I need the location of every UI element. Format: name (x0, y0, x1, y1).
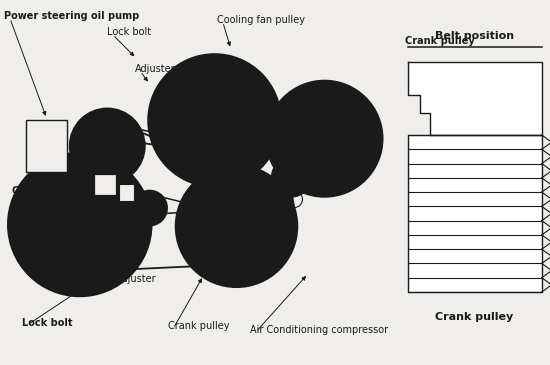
Circle shape (267, 81, 382, 196)
Text: Crank pulley: Crank pulley (168, 321, 229, 331)
Circle shape (70, 109, 145, 183)
Text: Crank pulley: Crank pulley (435, 312, 513, 322)
Text: Power steering oil pump: Power steering oil pump (4, 11, 140, 21)
Bar (94, 174, 115, 195)
Polygon shape (408, 62, 542, 135)
Text: Crank pulley: Crank pulley (405, 36, 475, 46)
Text: Adjuster: Adjuster (292, 99, 332, 108)
Text: Adjuster: Adjuster (116, 274, 156, 284)
FancyBboxPatch shape (26, 120, 67, 172)
Text: Adjuster: Adjuster (135, 64, 175, 74)
Bar (408, 135, 542, 292)
Text: Lock bolt: Lock bolt (22, 318, 73, 327)
Circle shape (176, 166, 297, 287)
Text: Air Conditioning compressor: Air Conditioning compressor (250, 325, 388, 335)
Text: Belt position: Belt position (434, 31, 514, 41)
Circle shape (8, 153, 151, 296)
Text: Cooling fan pulley: Cooling fan pulley (217, 15, 305, 24)
Polygon shape (408, 135, 542, 292)
Text: Lock bolt: Lock bolt (107, 27, 151, 37)
Text: Lock bolt: Lock bolt (278, 131, 322, 141)
Circle shape (272, 157, 311, 197)
Circle shape (132, 191, 167, 226)
Circle shape (148, 54, 280, 187)
Text: Generator: Generator (11, 186, 67, 196)
Bar (119, 184, 134, 201)
